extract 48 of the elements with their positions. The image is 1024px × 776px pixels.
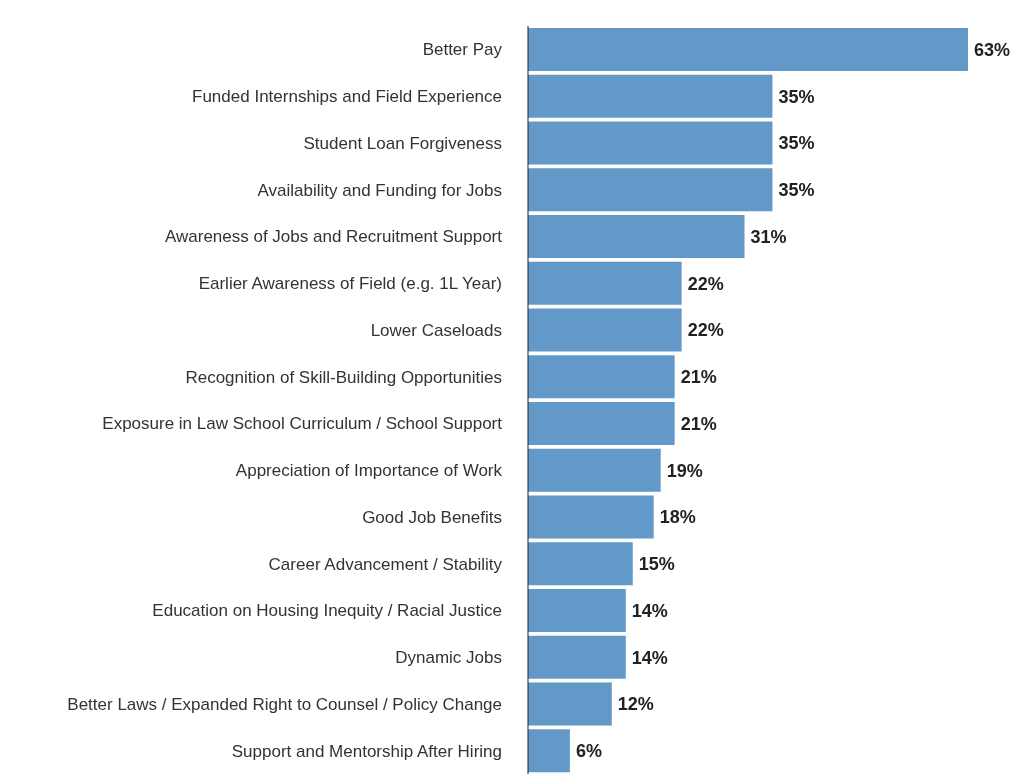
data-label: 19% (666, 460, 703, 481)
y-tick-label: Appreciation of Importance of Work (235, 461, 503, 481)
data-label: 35% (778, 86, 815, 107)
y-tick-label: Better Laws / Expanded Right to Counsel / Policy Change (67, 694, 502, 714)
bar (528, 168, 773, 212)
bar (528, 28, 968, 71)
data-label: 35% (778, 133, 815, 154)
data-label: 15% (638, 554, 675, 575)
bar (528, 495, 654, 539)
bar (528, 729, 570, 773)
data-label: 63% (974, 39, 1011, 60)
bar (528, 635, 626, 679)
y-tick-label: Good Job Benefits (362, 507, 502, 527)
y-tick-label: Funded Internships and Field Experience (192, 87, 502, 107)
y-tick-label: Career Advancement / Stability (268, 554, 503, 574)
y-tick-label: Education on Housing Inequity / Racial Justice (152, 601, 502, 621)
bar (528, 215, 745, 258)
data-label: 6% (575, 741, 602, 762)
data-label: 21% (680, 367, 717, 388)
data-label: 14% (631, 647, 668, 668)
data-label: 21% (680, 413, 717, 434)
bar (528, 308, 682, 352)
bar (528, 402, 675, 445)
y-tick-label: Awareness of Jobs and Recruitment Support (164, 227, 503, 247)
bar (528, 121, 773, 165)
data-label: 31% (750, 226, 787, 247)
bar (528, 355, 675, 399)
y-tick-label: Availability and Funding for Jobs (257, 180, 502, 200)
data-label: 18% (659, 507, 696, 528)
y-tick-label: Student Loan Forgiveness (303, 133, 502, 153)
bar (528, 448, 661, 492)
data-label: 35% (778, 180, 815, 201)
y-tick-label: Exposure in Law School Curriculum / School Support (102, 414, 503, 434)
y-tick-label: Dynamic Jobs (395, 648, 502, 668)
y-tick-label: Better Pay (422, 40, 503, 60)
data-label: 12% (617, 694, 654, 715)
y-tick-label: Lower Caseloads (370, 320, 502, 340)
bar (528, 682, 612, 726)
y-tick-label: Earlier Awareness of Field (e.g. 1L Year) (198, 274, 502, 294)
bar (528, 589, 626, 632)
y-tick-label: Recognition of Skill-Building Opportunities (185, 367, 502, 387)
data-label: 22% (687, 273, 724, 294)
data-label: 14% (631, 600, 668, 621)
bar (528, 261, 682, 305)
y-tick-label: Support and Mentorship After Hiring (231, 741, 502, 761)
bar (528, 542, 633, 586)
bar (528, 74, 773, 118)
data-label: 22% (687, 320, 724, 341)
